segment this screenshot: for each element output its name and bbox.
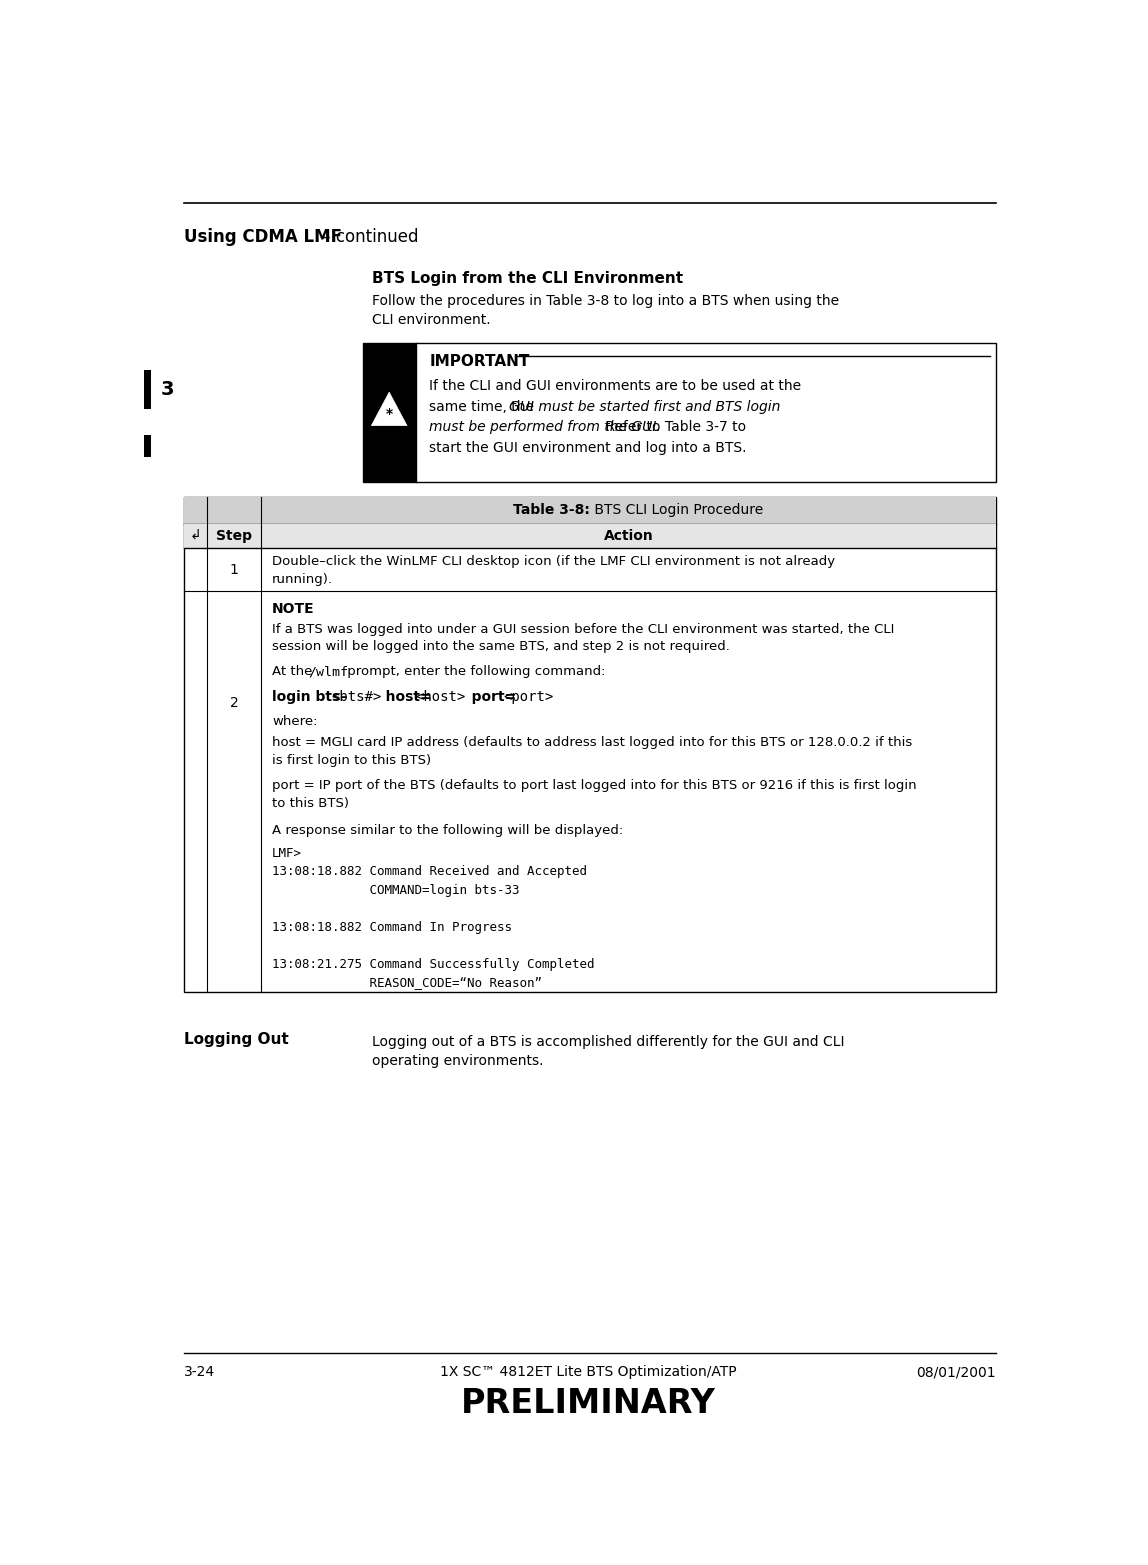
Text: <host>: <host> (416, 690, 466, 704)
Text: IMPORTANT: IMPORTANT (429, 354, 530, 369)
Text: host=: host= (371, 690, 432, 704)
Text: Logging out of a BTS is accomplished differently for the GUI and CLI
operating e: Logging out of a BTS is accomplished dif… (372, 1034, 845, 1067)
Text: *: * (386, 407, 393, 421)
Text: ↲: ↲ (189, 529, 201, 543)
Text: Double–click the WinLMF CLI desktop icon (if the LMF CLI environment is not alre: Double–click the WinLMF CLI desktop icon… (272, 556, 836, 585)
Text: 3: 3 (161, 380, 174, 399)
Text: must be performed from the GUI.: must be performed from the GUI. (429, 421, 661, 435)
Text: 1: 1 (230, 563, 239, 577)
Text: start the GUI environment and log into a BTS.: start the GUI environment and log into a… (429, 441, 747, 455)
Text: GUI must be started first and BTS login: GUI must be started first and BTS login (509, 399, 779, 413)
Text: where:: where: (272, 715, 318, 728)
Text: /wlmf: /wlmf (309, 665, 349, 678)
Text: Refer to Table 3-7 to: Refer to Table 3-7 to (600, 421, 746, 435)
Text: Step: Step (216, 529, 253, 543)
Text: port=: port= (457, 690, 515, 704)
Text: 3-24: 3-24 (184, 1365, 215, 1379)
Text: host = MGLI card IP address (defaults to address last logged into for this BTS o: host = MGLI card IP address (defaults to… (272, 736, 913, 767)
Polygon shape (372, 393, 408, 426)
Text: BTS Login from the CLI Environment: BTS Login from the CLI Environment (372, 271, 683, 286)
Bar (184, 524, 996, 548)
Text: – continued: – continued (317, 228, 419, 246)
Text: A response similar to the following will be displayed:: A response similar to the following will… (272, 823, 623, 837)
Text: Action: Action (604, 529, 653, 543)
Bar (144, 371, 152, 408)
Text: prompt, enter the following command:: prompt, enter the following command: (343, 665, 606, 678)
Text: <port>: <port> (503, 690, 553, 704)
Text: If a BTS was logged into under a GUI session before the CLI environment was star: If a BTS was logged into under a GUI ses… (272, 623, 894, 653)
Bar (363, 343, 996, 482)
Text: same time, the: same time, the (429, 399, 538, 413)
Text: Follow the procedures in Table 3-8 to log into a BTS when using the
CLI environm: Follow the procedures in Table 3-8 to lo… (372, 294, 839, 327)
Text: Logging Out: Logging Out (184, 1031, 288, 1047)
Text: LMF>
13:08:18.882 Command Received and Accepted
             COMMAND=login bts-3: LMF> 13:08:18.882 Command Received and A… (272, 847, 595, 989)
Text: BTS CLI Login Procedure: BTS CLI Login Procedure (590, 504, 763, 518)
Text: 2: 2 (230, 696, 239, 711)
Text: Table 3-8:: Table 3-8: (513, 504, 590, 518)
Text: Using CDMA LMF: Using CDMA LMF (184, 228, 342, 246)
Text: login bts–: login bts– (272, 690, 348, 704)
Text: 08/01/2001: 08/01/2001 (916, 1365, 996, 1379)
Text: <bts#>: <bts#> (332, 690, 382, 704)
Text: NOTE: NOTE (272, 603, 315, 617)
Bar (184, 498, 996, 992)
Bar (144, 435, 152, 457)
Text: 1X SC™ 4812ET Lite BTS Optimization/ATP: 1X SC™ 4812ET Lite BTS Optimization/ATP (440, 1365, 737, 1379)
Bar (363, 343, 416, 482)
Text: port = IP port of the BTS (defaults to port last logged into for this BTS or 921: port = IP port of the BTS (defaults to p… (272, 779, 917, 809)
Text: At the: At the (272, 665, 317, 678)
Text: If the CLI and GUI environments are to be used at the: If the CLI and GUI environments are to b… (429, 379, 801, 393)
Bar (184, 498, 996, 524)
Text: PRELIMINARY: PRELIMINARY (460, 1387, 716, 1419)
